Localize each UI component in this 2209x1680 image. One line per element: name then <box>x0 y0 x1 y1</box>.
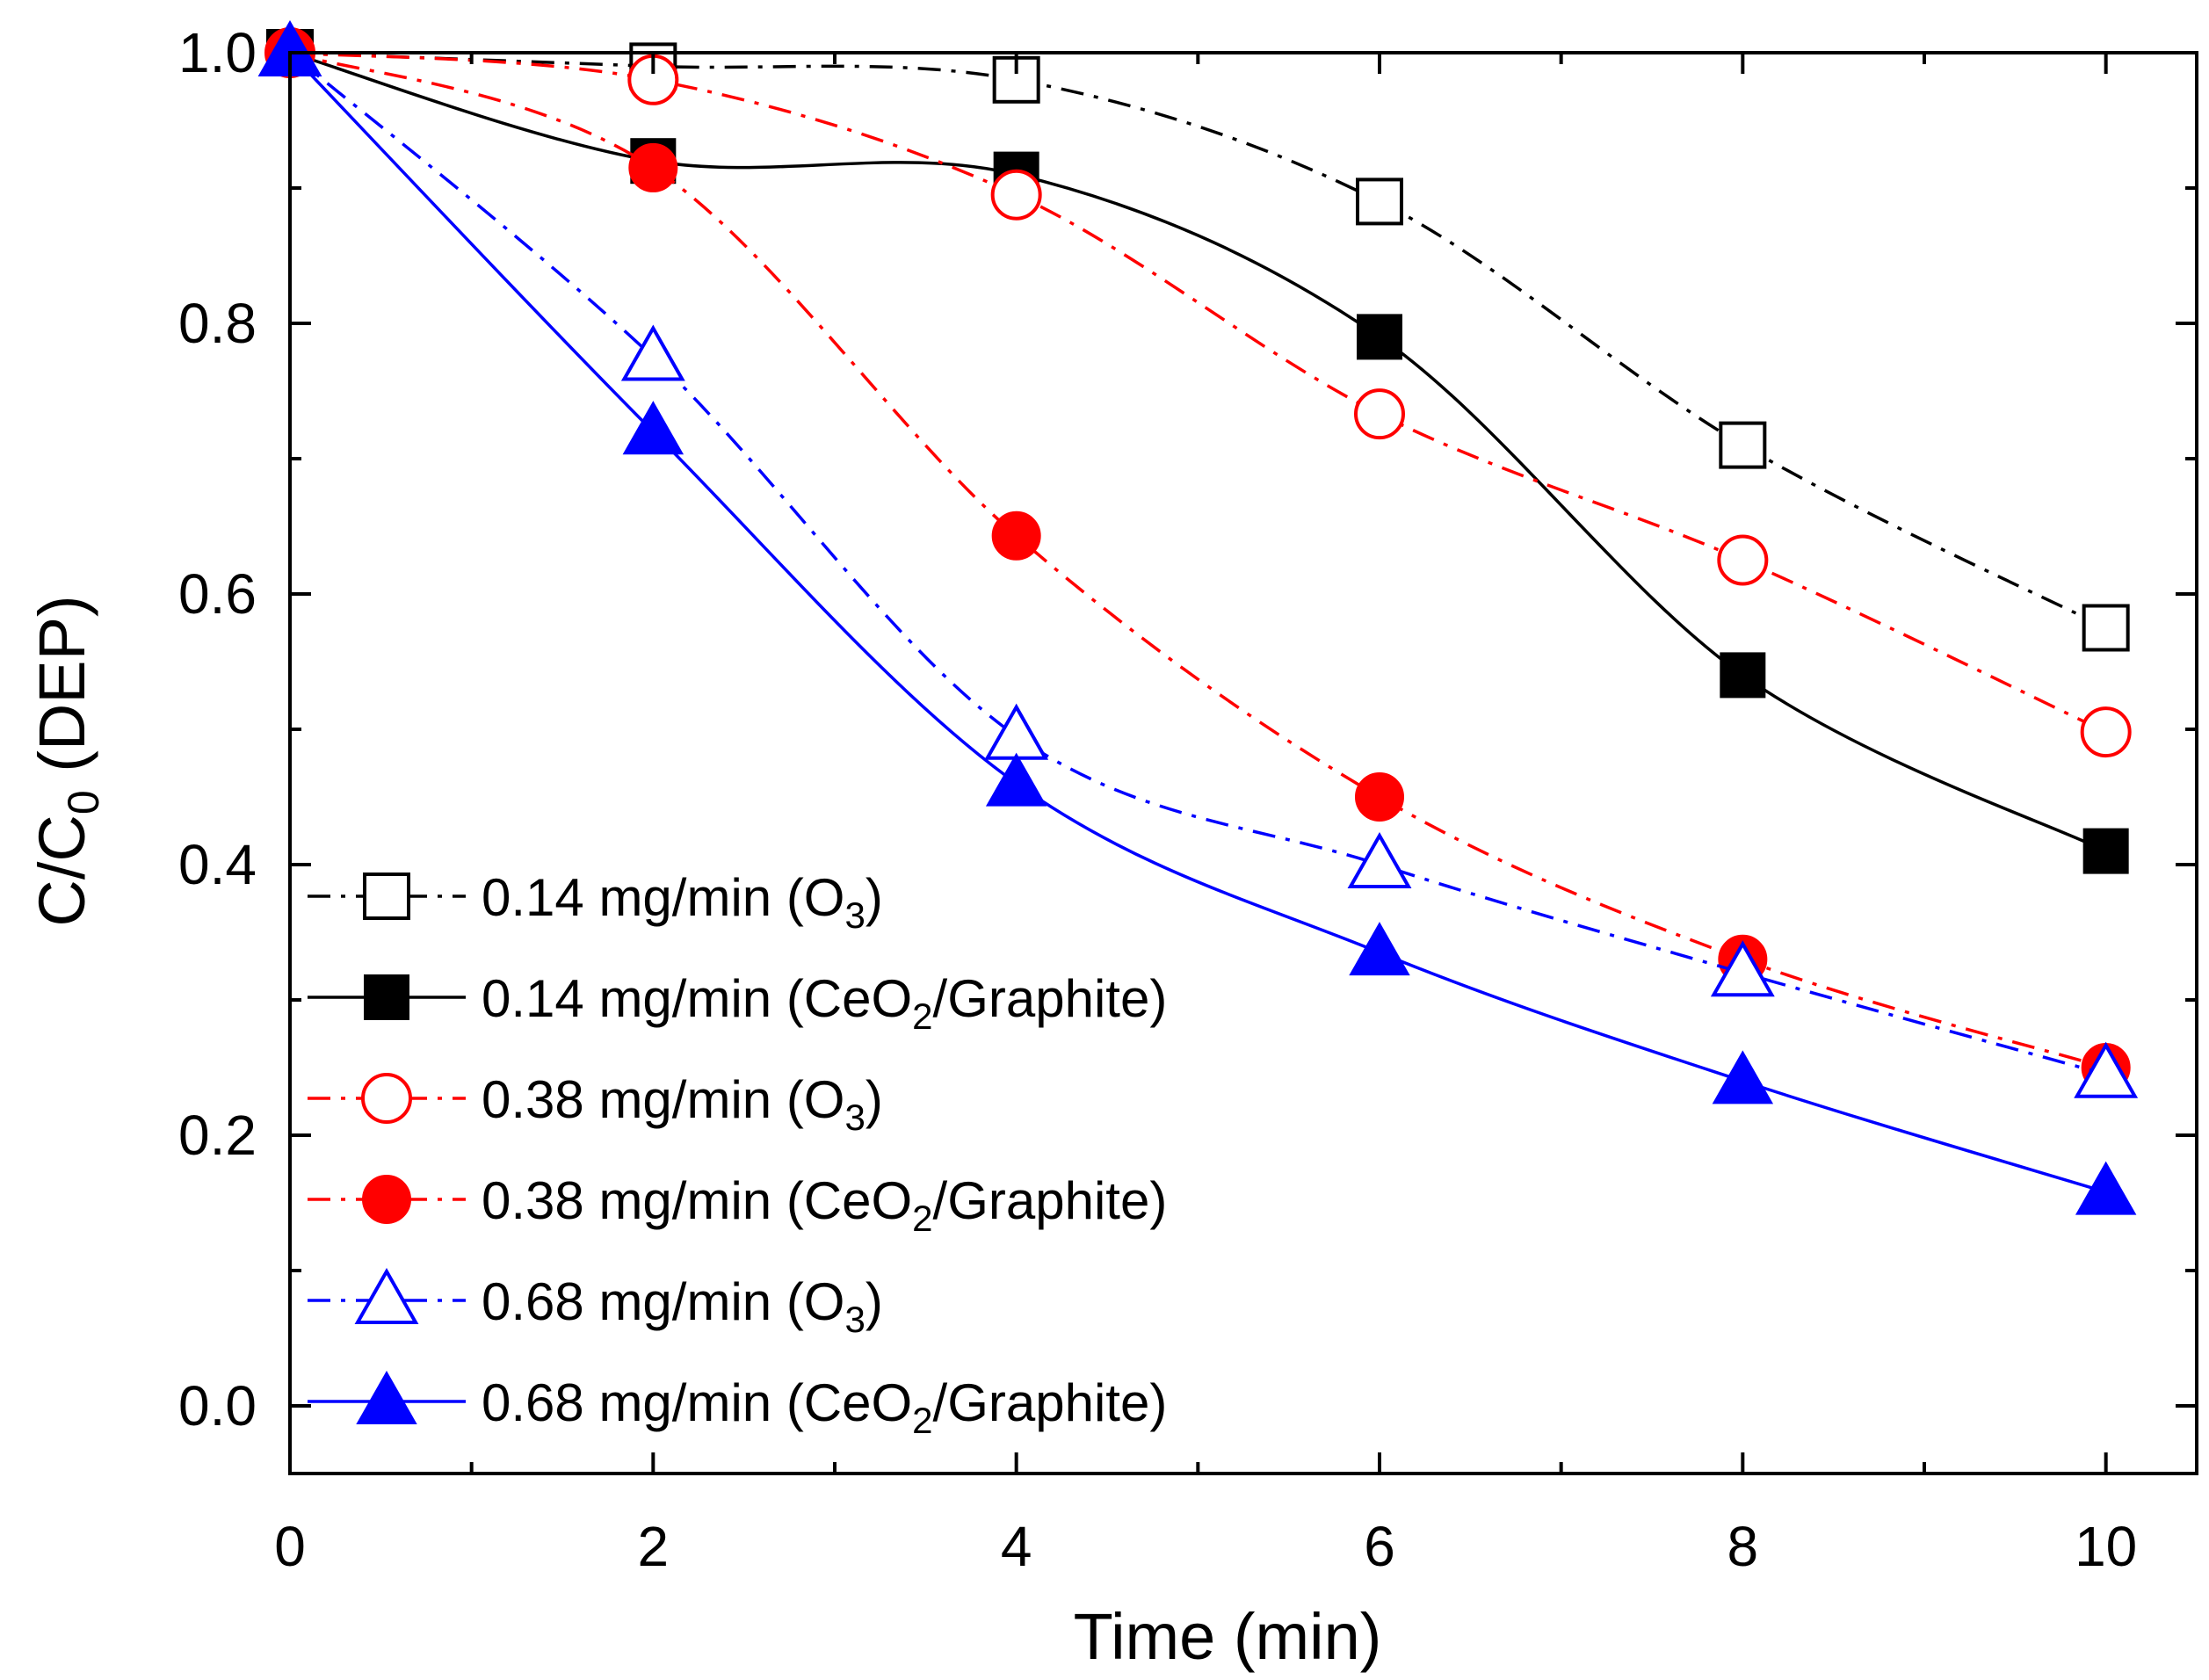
data-point <box>622 401 684 455</box>
data-point <box>1719 421 1767 469</box>
series-line <box>288 51 2107 1076</box>
y-axis-title-main: C/C <box>25 815 98 926</box>
data-point <box>1710 940 1775 997</box>
legend-label-main: 0.38 mg/min (O <box>482 1070 844 1129</box>
data-point <box>985 752 1047 807</box>
legend-item: 0.38 mg/min (O3) <box>308 1070 883 1138</box>
legend-label-subscript: 2 <box>912 996 932 1037</box>
legend-label-tail: /Graphite) <box>933 1171 1168 1230</box>
legend-label-subscript: 3 <box>844 1299 865 1340</box>
series-line <box>289 51 2107 1069</box>
series-3 <box>264 27 2132 758</box>
data-point <box>990 169 1042 221</box>
data-point <box>1357 314 1402 360</box>
series-line <box>289 51 2107 734</box>
legend-label-subscript: 2 <box>912 1400 932 1441</box>
legend-marker <box>364 974 409 1020</box>
legend-label-tail: /Graphite) <box>933 969 1168 1028</box>
series-line <box>289 51 2107 853</box>
tick-labels: 0 2 4 6 8 10 0.0 0.2 0.4 0.6 0.8 1.0 <box>178 21 2137 1578</box>
data-point <box>620 324 685 381</box>
legend: 0.14 mg/min (O3)0.14 mg/min (CeO2/Graphi… <box>308 868 1167 1441</box>
data-point <box>991 511 1041 561</box>
legend-label-main: 0.68 mg/min (O <box>482 1272 844 1331</box>
legend-label: 0.68 mg/min (CeO2/Graphite) <box>482 1373 1167 1441</box>
y-tick-label: 0.2 <box>178 1104 257 1167</box>
y-tick-label: 0.0 <box>178 1374 257 1437</box>
legend-label-main: 0.38 mg/min (CeO <box>482 1171 912 1230</box>
legend-marker <box>363 873 410 920</box>
data-point <box>1347 831 1412 888</box>
data-point <box>1355 772 1404 822</box>
data-point <box>2082 604 2130 652</box>
data-point <box>1720 652 1766 699</box>
legend-label-tail: ) <box>865 1272 883 1331</box>
x-tick-label: 8 <box>1727 1515 1759 1578</box>
x-tick-label: 6 <box>1364 1515 1395 1578</box>
series-6 <box>259 21 2137 1215</box>
legend-marker <box>356 1370 417 1424</box>
legend-marker <box>354 1267 419 1324</box>
x-tick-label: 0 <box>274 1515 306 1578</box>
data-point <box>2075 1161 2137 1215</box>
data-point <box>1354 388 1405 440</box>
legend-marker <box>362 1175 411 1224</box>
legend-label-main: 0.68 mg/min (CeO <box>482 1373 912 1432</box>
series-line <box>289 51 2107 630</box>
data-point <box>1712 1050 1774 1104</box>
legend-label: 0.14 mg/min (O3) <box>482 868 883 936</box>
legend-item: 0.68 mg/min (CeO2/Graphite) <box>308 1370 1167 1441</box>
legend-label: 0.68 mg/min (O3) <box>482 1272 883 1340</box>
data-point <box>1349 922 1410 976</box>
legend-item: 0.14 mg/min (O3) <box>308 868 883 936</box>
legend-item: 0.68 mg/min (O3) <box>308 1267 883 1340</box>
axis-ticks <box>288 51 2197 1474</box>
data-point <box>2080 706 2132 758</box>
legend-label-tail: ) <box>865 868 883 927</box>
y-tick-label: 1.0 <box>178 21 257 84</box>
x-axis-title: Time (min) <box>1074 1600 1382 1673</box>
legend-label: 0.38 mg/min (CeO2/Graphite) <box>482 1171 1167 1239</box>
y-tick-label: 0.6 <box>178 562 257 626</box>
legend-label-subscript: 3 <box>844 1097 865 1138</box>
legend-label-tail: /Graphite) <box>933 1373 1168 1432</box>
legend-label-subscript: 3 <box>844 894 865 936</box>
legend-label-tail: ) <box>865 1070 883 1129</box>
legend-item: 0.14 mg/min (CeO2/Graphite) <box>308 969 1167 1037</box>
y-axis-title: C/C0 (DEP) <box>25 595 108 926</box>
legend-label: 0.38 mg/min (O3) <box>482 1070 883 1138</box>
data-point <box>2074 1041 2139 1098</box>
x-tick-label: 4 <box>1001 1515 1032 1578</box>
y-axis-title-tail: (DEP) <box>25 595 98 790</box>
data-point <box>1717 534 1769 586</box>
series-line <box>288 51 2107 1194</box>
y-axis-title-subscript: 0 <box>59 790 108 815</box>
legend-label-main: 0.14 mg/min (O <box>482 868 844 927</box>
data-point <box>2082 828 2129 874</box>
data-point <box>1356 177 1403 226</box>
legend-label-main: 0.14 mg/min (CeO <box>482 969 912 1028</box>
data-point <box>628 142 678 192</box>
x-tick-label: 2 <box>638 1515 670 1578</box>
legend-label-subscript: 2 <box>912 1198 932 1239</box>
legend-marker <box>361 1073 412 1124</box>
x-tick-label: 10 <box>2075 1515 2137 1578</box>
y-tick-label: 0.4 <box>178 833 257 896</box>
legend-label: 0.14 mg/min (CeO2/Graphite) <box>482 969 1167 1037</box>
plot-frame <box>288 51 2198 1475</box>
y-tick-label: 0.8 <box>178 292 257 355</box>
legend-item: 0.38 mg/min (CeO2/Graphite) <box>308 1171 1167 1239</box>
